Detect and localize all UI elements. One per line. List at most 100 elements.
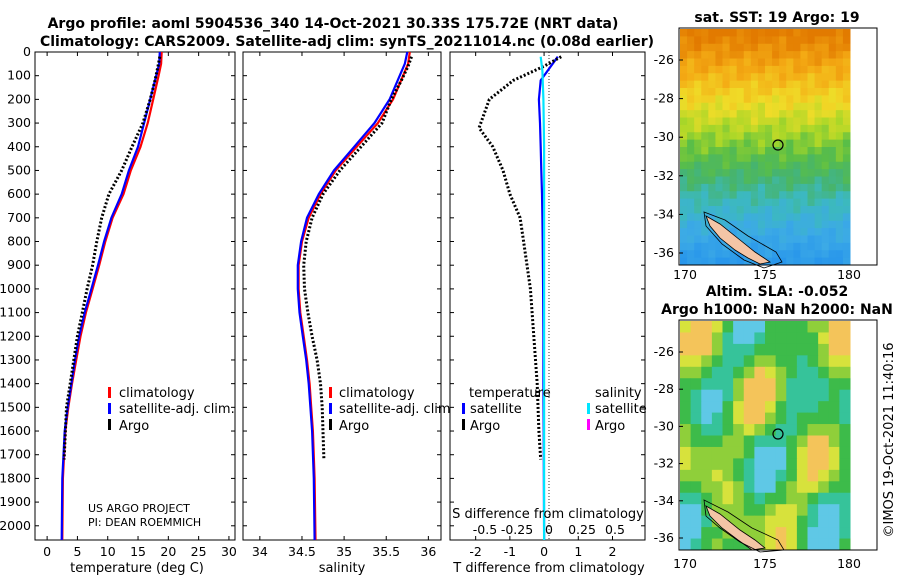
- map-cell: [687, 154, 695, 163]
- map-cell: [733, 332, 745, 345]
- map-cell: [807, 154, 816, 163]
- map-cell: [842, 43, 851, 52]
- map-cell: [680, 110, 688, 119]
- map-cell: [680, 527, 692, 540]
- map-cell: [786, 412, 798, 425]
- map-cell: [729, 183, 738, 192]
- map-cell: [796, 332, 809, 345]
- map-cell: [775, 343, 787, 356]
- map-cell: [722, 58, 731, 67]
- map-cell: [711, 527, 724, 540]
- map-cell: [701, 102, 709, 111]
- map-cell: [793, 65, 801, 74]
- map-cell: [729, 176, 738, 185]
- map-cell: [708, 250, 716, 259]
- map-cell: [736, 51, 745, 60]
- map-cell: [765, 58, 773, 67]
- map-cell: [701, 366, 713, 379]
- sst-map-title: sat. SST: 19 Argo: 19: [694, 10, 859, 26]
- map-cell: [772, 206, 780, 214]
- map-cell: [835, 51, 844, 60]
- map-cell: [835, 198, 844, 207]
- map-cell: [779, 154, 787, 163]
- map-cell: [839, 366, 851, 379]
- map-cell: [828, 242, 837, 251]
- map-cell: [680, 332, 692, 345]
- map-cell: [743, 51, 752, 60]
- temperature-series: [60, 51, 163, 541]
- map-cell: [807, 366, 819, 379]
- map-cell: [786, 257, 794, 266]
- map-lat-label: -30: [654, 129, 674, 144]
- map-cell: [736, 235, 745, 244]
- legend-argo: Argo: [119, 419, 149, 434]
- map-cell: [687, 191, 695, 200]
- map-cell: [680, 250, 688, 259]
- map-cell: [680, 355, 692, 368]
- map-cell: [828, 161, 837, 170]
- temperature-panel: 0100200300400500600700800900100011001200…: [0, 44, 237, 576]
- map-cell: [765, 213, 773, 222]
- map-cell: [694, 169, 702, 178]
- map-cell: [839, 355, 851, 368]
- map-cell: [729, 65, 738, 74]
- map-cell: [711, 412, 724, 425]
- map-cell: [779, 132, 787, 141]
- map-cell: [786, 191, 794, 200]
- map-cell: [729, 117, 738, 126]
- map-cell: [765, 147, 773, 155]
- map-cell: [743, 492, 755, 505]
- map-cell: [835, 235, 844, 244]
- map-cell: [736, 139, 745, 148]
- map-cell: [828, 117, 837, 126]
- map-cell: [779, 147, 787, 155]
- map-cell: [786, 88, 794, 96]
- map-cell: [743, 515, 755, 528]
- map-cell: [711, 389, 724, 402]
- map-cell: [701, 355, 713, 368]
- map-cell: [807, 29, 816, 37]
- map-cell: [772, 58, 780, 67]
- map-cell: [736, 117, 745, 126]
- map-cell: [750, 58, 759, 67]
- y-tick-label: 400: [7, 139, 31, 154]
- map-cell: [786, 51, 794, 60]
- map-cell: [708, 73, 716, 82]
- map-cell: [765, 235, 773, 244]
- map-cell: [687, 73, 695, 82]
- map-cell: [743, 191, 752, 200]
- title-line-2: Climatology: CARS2009. Satellite-adj cli…: [40, 34, 654, 50]
- map-cell: [839, 538, 851, 551]
- map-cell: [754, 458, 766, 471]
- map-cell: [708, 213, 716, 222]
- map-cell: [765, 458, 777, 471]
- map-cell: [694, 257, 702, 266]
- y-tick-label: 1100: [0, 305, 31, 320]
- map-cell: [786, 102, 794, 111]
- map-cell: [807, 65, 816, 74]
- map-cell: [743, 355, 755, 368]
- map-cell: [828, 88, 837, 96]
- map-cell: [786, 228, 794, 237]
- map-cell: [722, 191, 731, 200]
- map-cell: [772, 169, 780, 178]
- map-cell: [779, 29, 787, 37]
- map-cell: [818, 355, 830, 368]
- map-cell: [842, 80, 851, 89]
- map-cell: [821, 206, 830, 214]
- map-cell: [765, 73, 773, 82]
- map-cell: [733, 469, 745, 482]
- map-cell: [807, 378, 819, 391]
- map-cell: [711, 469, 724, 482]
- map-cell: [715, 213, 723, 222]
- map-cell: [793, 235, 801, 244]
- map-cell: [807, 446, 819, 459]
- map-cell: [729, 132, 738, 141]
- map-cell: [814, 154, 823, 163]
- salinity-plot-frame: [242, 51, 442, 541]
- map-cell: [828, 132, 837, 141]
- map-cell: [793, 132, 801, 141]
- map-cell: [687, 43, 695, 52]
- map-cell: [765, 228, 773, 237]
- legend-argo: Argo: [339, 419, 369, 434]
